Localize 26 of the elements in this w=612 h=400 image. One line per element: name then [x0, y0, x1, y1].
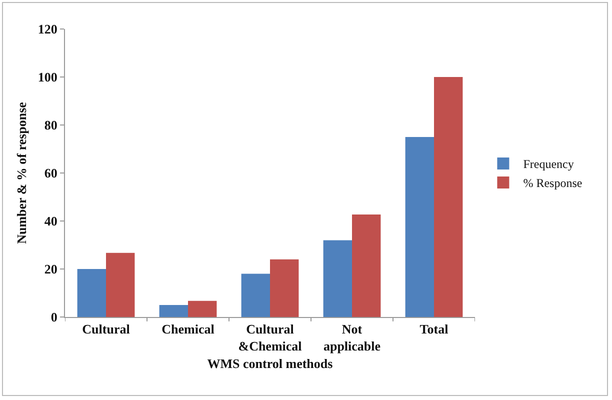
y-tick-label: 20	[44, 262, 58, 277]
y-tick-label: 60	[44, 166, 58, 181]
x-tick-label: Chemical	[162, 322, 215, 337]
bar	[323, 240, 352, 317]
bar	[106, 252, 135, 317]
y-tick-label: 0	[50, 310, 58, 325]
legend-label: % Response	[523, 176, 582, 190]
bar	[159, 305, 188, 317]
legend-label: Frequency	[523, 157, 574, 172]
bar	[270, 259, 299, 317]
bar	[188, 300, 217, 317]
bar	[77, 269, 106, 317]
y-tick-label: 80	[44, 118, 58, 133]
bar	[352, 214, 381, 317]
bar	[434, 77, 463, 317]
y-tick-label: 40	[44, 214, 58, 229]
x-axis-title: WMS control methods	[207, 356, 333, 372]
y-tick-label: 100	[38, 70, 58, 85]
x-tick-label: Cultural &Chemical	[238, 322, 302, 354]
bar	[241, 274, 270, 317]
x-tick-label: Not applicable	[323, 322, 381, 354]
bar	[405, 137, 434, 317]
x-tick-label: Cultural	[82, 322, 130, 337]
y-axis-title: Number & % of response	[14, 102, 29, 244]
x-tick-label: Total	[420, 322, 449, 337]
y-tick-label: 120	[38, 22, 58, 37]
